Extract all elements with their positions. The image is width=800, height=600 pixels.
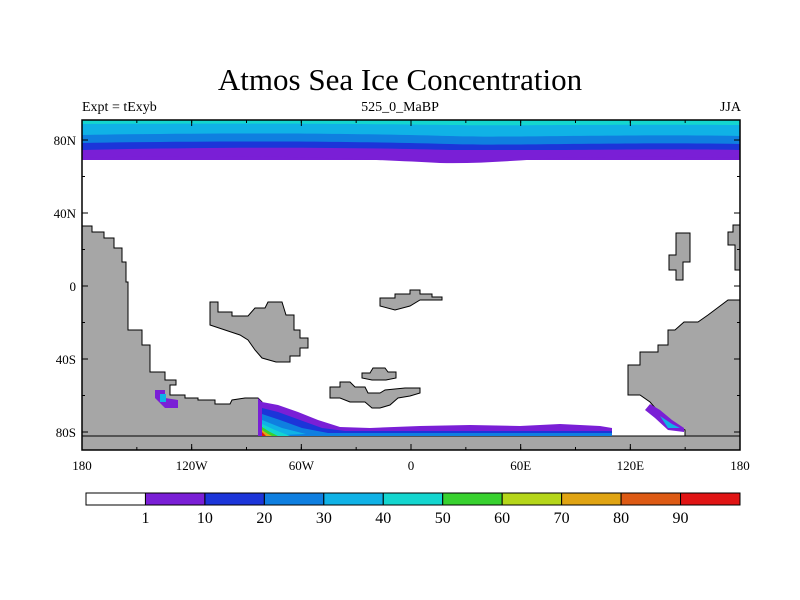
x-tick-label: 60W — [289, 458, 315, 473]
weddell-ice-outer — [258, 398, 612, 436]
colorbar-label: 80 — [613, 510, 629, 527]
y-tick-label: 40S — [56, 352, 76, 367]
colorbar: 1 10 20 30 40 50 60 70 80 90 — [85, 492, 741, 527]
colorbar-label: 40 — [375, 510, 391, 527]
arctic-ice-edge — [82, 150, 740, 164]
colorbar-box — [323, 492, 384, 506]
colorbar-box — [263, 492, 325, 506]
x-tick-label: 180 — [730, 458, 750, 473]
colorbar-label: 10 — [197, 510, 213, 527]
arctic-sea-ice — [82, 120, 740, 164]
time-label: 525_0_MaBP — [361, 100, 439, 115]
x-tick-label: 0 — [408, 458, 415, 473]
colorbar-label: 90 — [673, 510, 689, 527]
colorbar-box — [501, 492, 563, 506]
colorbar-label: 1 — [141, 510, 149, 527]
colorbar-label: 50 — [435, 510, 451, 527]
colorbar-box — [85, 492, 146, 506]
weddell-ice-8 — [262, 432, 266, 436]
colorbar-box — [382, 492, 444, 506]
x-tick-label: 120W — [176, 458, 209, 473]
x-tick-label: 180 — [72, 458, 92, 473]
y-tick-label: 0 — [70, 279, 77, 294]
y-axis: 80N 40N 0 40S 80S — [54, 133, 740, 440]
x-axis: 180 120W 60W 0 60E 120E 180 — [72, 120, 750, 473]
season-label: JJA — [719, 100, 741, 115]
map-content — [82, 120, 740, 450]
east-island — [668, 232, 691, 281]
south-america — [209, 301, 309, 363]
southern-sea-ice — [155, 390, 684, 436]
southwest-ice-2 — [160, 394, 166, 402]
colorbar-box — [204, 492, 265, 506]
colorbar-label: 30 — [316, 510, 332, 527]
colorbar-box — [442, 492, 503, 506]
colorbar-box — [561, 492, 622, 506]
land-masses — [82, 224, 740, 450]
y-tick-label: 80S — [56, 425, 76, 440]
east-continent — [627, 224, 740, 441]
southern-island-b — [361, 367, 397, 381]
x-tick-label: 120E — [617, 458, 645, 473]
y-tick-label: 40N — [54, 206, 77, 221]
y-tick-label: 80N — [54, 133, 77, 148]
colorbar-label: 20 — [256, 510, 272, 527]
colorbar-label: 70 — [554, 510, 570, 527]
map-title: Atmos Sea Ice Concentration — [217, 62, 583, 97]
colorbar-box — [680, 492, 741, 506]
colorbar-box — [144, 492, 206, 506]
africa-arctic-island — [379, 289, 443, 311]
x-tick-label: 60E — [510, 458, 531, 473]
southeast-ice — [645, 404, 684, 432]
experiment-label: Expt = tExyb — [82, 100, 157, 115]
southeast-ice-2 — [660, 416, 680, 428]
southern-island-a — [329, 381, 421, 409]
colorbar-label: 60 — [494, 510, 510, 527]
colorbar-box — [620, 492, 682, 506]
